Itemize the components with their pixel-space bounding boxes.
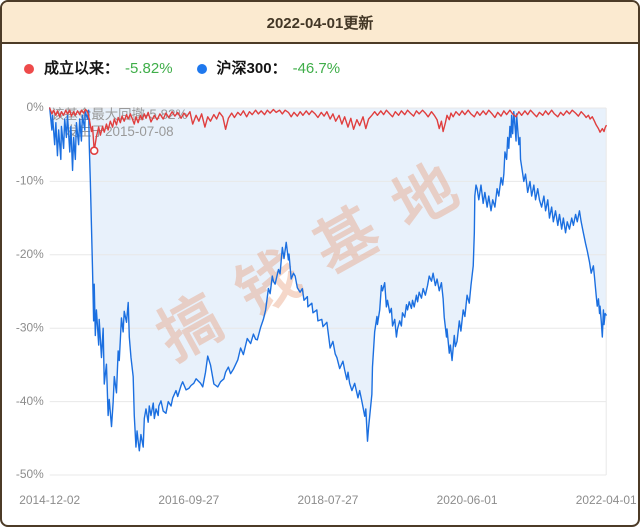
chart-area: 0% -10% -20% -30% -40% -50% 2014-12-02 2016-09-…: [2, 88, 638, 525]
x-axis-label: 2022-04-01: [576, 493, 637, 507]
y-axis-label: -50%: [16, 467, 44, 481]
benchmark-area-fill: [49, 108, 607, 451]
fund-series-dot-icon: [24, 64, 34, 74]
x-axis-label: 2020-06-01: [437, 493, 498, 507]
x-axis-label: 2014-12-02: [19, 493, 80, 507]
y-axis-label: 0%: [27, 100, 45, 114]
fund-series-label: 成立以来：: [44, 60, 120, 77]
legend-item-benchmark[interactable]: 沪深300： -46.7%: [196, 59, 341, 79]
x-axis-label: 2016-09-27: [158, 493, 219, 507]
fund-line: [49, 107, 607, 152]
benchmark-line: [49, 107, 607, 452]
y-axis-label: -10%: [16, 174, 44, 188]
drawdown-chart: 0% -10% -20% -30% -40% -50% 2014-12-02 2016-09-…: [16, 100, 637, 507]
chart-legend: 成立以来： -5.82% 沪深300： -46.7%: [2, 44, 638, 88]
benchmark-series-dot-icon: [196, 64, 207, 74]
fund-max-drawdown-value: -5.82%: [125, 60, 173, 77]
x-axis-label: 2018-07-27: [297, 493, 358, 507]
legend-item-fund[interactable]: 成立以来： -5.82%: [24, 59, 173, 79]
y-axis-label: -30%: [16, 320, 44, 334]
y-axis-label: -20%: [16, 247, 44, 261]
update-banner: 2022-04-01更新: [2, 2, 638, 44]
benchmark-series-label: 沪深300：: [216, 60, 287, 77]
update-date-text: 2022-04-01更新: [266, 14, 374, 32]
benchmark-max-drawdown-value: -46.7%: [292, 60, 341, 77]
max-drawdown-marker-icon: [89, 146, 99, 156]
y-axis-label: -40%: [16, 394, 44, 408]
